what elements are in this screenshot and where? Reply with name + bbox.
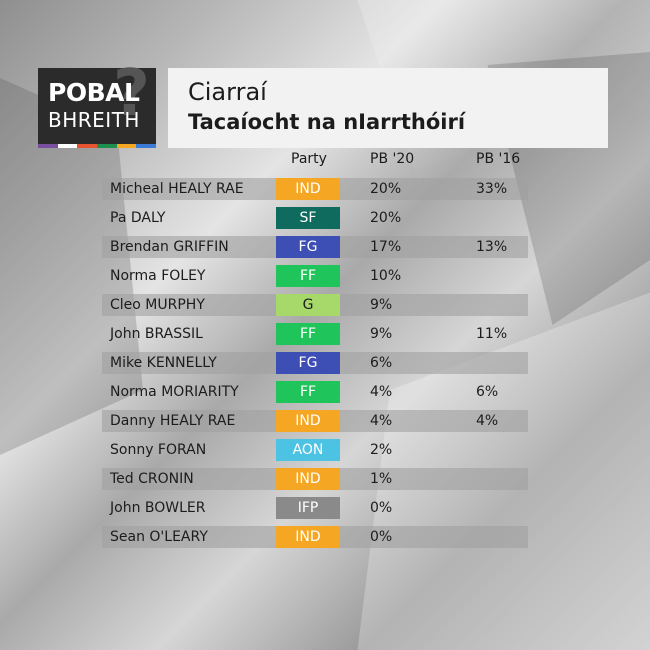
table-row: Ted CRONIN IND 1% (102, 468, 528, 490)
party-badge: IND (276, 526, 340, 548)
pb20-value: 6% (370, 355, 393, 371)
table-row: Cleo MURPHY G 9% (102, 294, 528, 316)
logo-stripe (136, 144, 157, 148)
logo-stripe (116, 144, 137, 148)
pb16-value: 6% (476, 384, 499, 400)
table-row: Norma FOLEY FF 10% (102, 265, 528, 287)
candidate-name: Danny HEALY RAE (110, 413, 236, 429)
logo-stripe (38, 144, 58, 148)
pb20-value: 0% (370, 529, 393, 545)
table-row: Pa DALY SF 20% (102, 207, 528, 229)
pb20-value: 10% (370, 268, 402, 284)
party-badge: FG (276, 236, 340, 258)
candidate-name: Brendan GRIFFIN (110, 239, 229, 255)
logo-stripe (97, 144, 117, 148)
pb20-value: 20% (370, 181, 402, 197)
pb16-value: 4% (476, 413, 499, 429)
column-header-pb20: PB '20 (370, 151, 415, 167)
party-badge: AON (276, 439, 340, 461)
logo-line2: BHREITH (48, 108, 140, 132)
logo-line1: POBAL (48, 78, 140, 107)
party-badge: FF (276, 323, 340, 345)
candidate-name: Micheal HEALY RAE (110, 181, 244, 197)
pb20-value: 20% (370, 210, 402, 226)
column-header-pb16: PB '16 (476, 151, 521, 167)
party-badge: FF (276, 381, 340, 403)
table-row: Mike KENNELLY FG 6% (102, 352, 528, 374)
page-title: Ciarraí (188, 78, 267, 106)
pb20-value: 9% (370, 326, 393, 342)
party-badge: IND (276, 178, 340, 200)
table-row: John BRASSIL FF 9% 11% (102, 323, 528, 345)
party-badge: IND (276, 468, 340, 490)
table-row: Micheal HEALY RAE IND 20% 33% (102, 178, 528, 200)
pb20-value: 4% (370, 413, 393, 429)
pb20-value: 17% (370, 239, 402, 255)
table-row: Danny HEALY RAE IND 4% 4% (102, 410, 528, 432)
party-badge: IFP (276, 497, 340, 519)
party-badge: IND (276, 410, 340, 432)
candidate-name: Sean O'LEARY (110, 529, 208, 545)
candidate-name: Cleo MURPHY (110, 297, 205, 313)
candidate-name: Norma MORIARITY (110, 384, 239, 400)
logo-stripe (77, 144, 98, 148)
page-subtitle: Tacaíocht na nIarrthóirí (188, 110, 466, 134)
table-row: John BOWLER IFP 0% (102, 497, 528, 519)
pb20-value: 0% (370, 500, 393, 516)
column-header-party: Party (291, 151, 327, 167)
table-row: Brendan GRIFFIN FG 17% 13% (102, 236, 528, 258)
pb20-value: 4% (370, 384, 393, 400)
candidate-name: Ted CRONIN (110, 471, 194, 487)
pb20-value: 2% (370, 442, 393, 458)
candidate-name: Sonny FORAN (110, 442, 207, 458)
logo-stripe (57, 144, 78, 148)
pb20-value: 9% (370, 297, 393, 313)
pb16-value: 11% (476, 326, 508, 342)
pobal-bhreith-logo: ? POBAL BHREITH (38, 62, 157, 148)
title-box: Ciarraí Tacaíocht na nIarrthóirí (168, 68, 608, 148)
candidate-name: Mike KENNELLY (110, 355, 217, 371)
pb16-value: 13% (476, 239, 508, 255)
table-row: Norma MORIARITY FF 4% 6% (102, 381, 528, 403)
pb20-value: 1% (370, 471, 393, 487)
party-badge: FF (276, 265, 340, 287)
party-badge: FG (276, 352, 340, 374)
candidate-name: John BRASSIL (110, 326, 203, 342)
party-badge: SF (276, 207, 340, 229)
party-badge: G (276, 294, 340, 316)
pb16-value: 33% (476, 181, 508, 197)
logo-question-mark: ? (112, 57, 150, 131)
table-row: Sean O'LEARY IND 0% (102, 526, 528, 548)
logo-color-stripes (38, 144, 157, 148)
candidate-name: Pa DALY (110, 210, 166, 226)
table-row: Sonny FORAN AON 2% (102, 439, 528, 461)
candidate-name: Norma FOLEY (110, 268, 206, 284)
candidate-name: John BOWLER (110, 500, 206, 516)
